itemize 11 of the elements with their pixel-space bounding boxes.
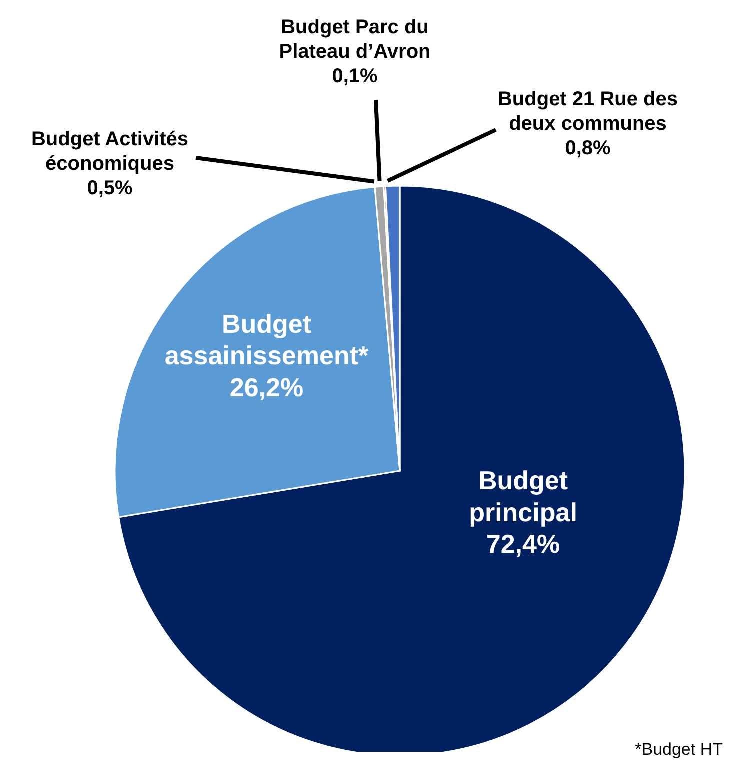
data-label: 26,2% — [230, 372, 304, 402]
slice-label: Budget Activités économiques — [31, 128, 189, 175]
slice-label: Budget assainissement* — [164, 308, 370, 371]
slice-label: Budget Parc du Plateau d’Avron — [279, 16, 431, 63]
data-label: 0,5% — [87, 177, 134, 200]
data-label: 72,4% — [486, 529, 560, 560]
data-label: 0,8% — [565, 137, 612, 160]
slice-label: Budget principal — [469, 466, 578, 528]
text: *Budget HT — [635, 740, 723, 760]
slice-label: Budget 21 Rue des deux communes — [498, 88, 678, 135]
data-label: 0,1% — [332, 65, 378, 88]
